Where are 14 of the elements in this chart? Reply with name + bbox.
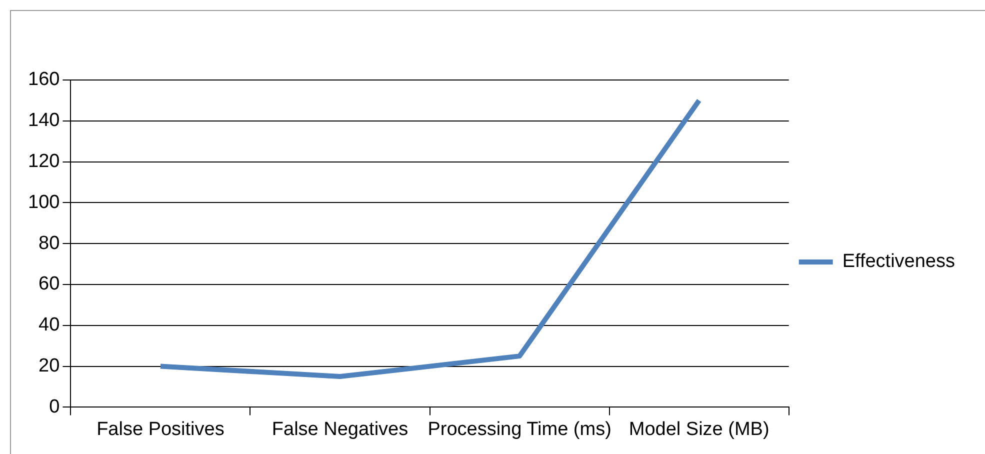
y-tick-label: 140: [28, 110, 60, 132]
y-tick-label: 40: [38, 314, 60, 336]
y-tick-label: 160: [28, 69, 60, 90]
y-tick-label: 100: [28, 192, 60, 213]
x-tick-label: Model Size (MB): [628, 418, 770, 440]
y-tick-label: 80: [38, 232, 60, 254]
y-tick-label: 0: [49, 396, 60, 418]
x-tick-label: Processing Time (ms): [428, 418, 612, 440]
x-tick-label: False Negatives: [272, 418, 408, 440]
y-tick-label: 20: [38, 356, 60, 377]
y-tick-label: 120: [28, 151, 60, 172]
y-tick-label: 60: [38, 274, 60, 295]
x-tick-label: False Positives: [96, 418, 224, 440]
legend-label: Effectiveness: [842, 251, 955, 272]
